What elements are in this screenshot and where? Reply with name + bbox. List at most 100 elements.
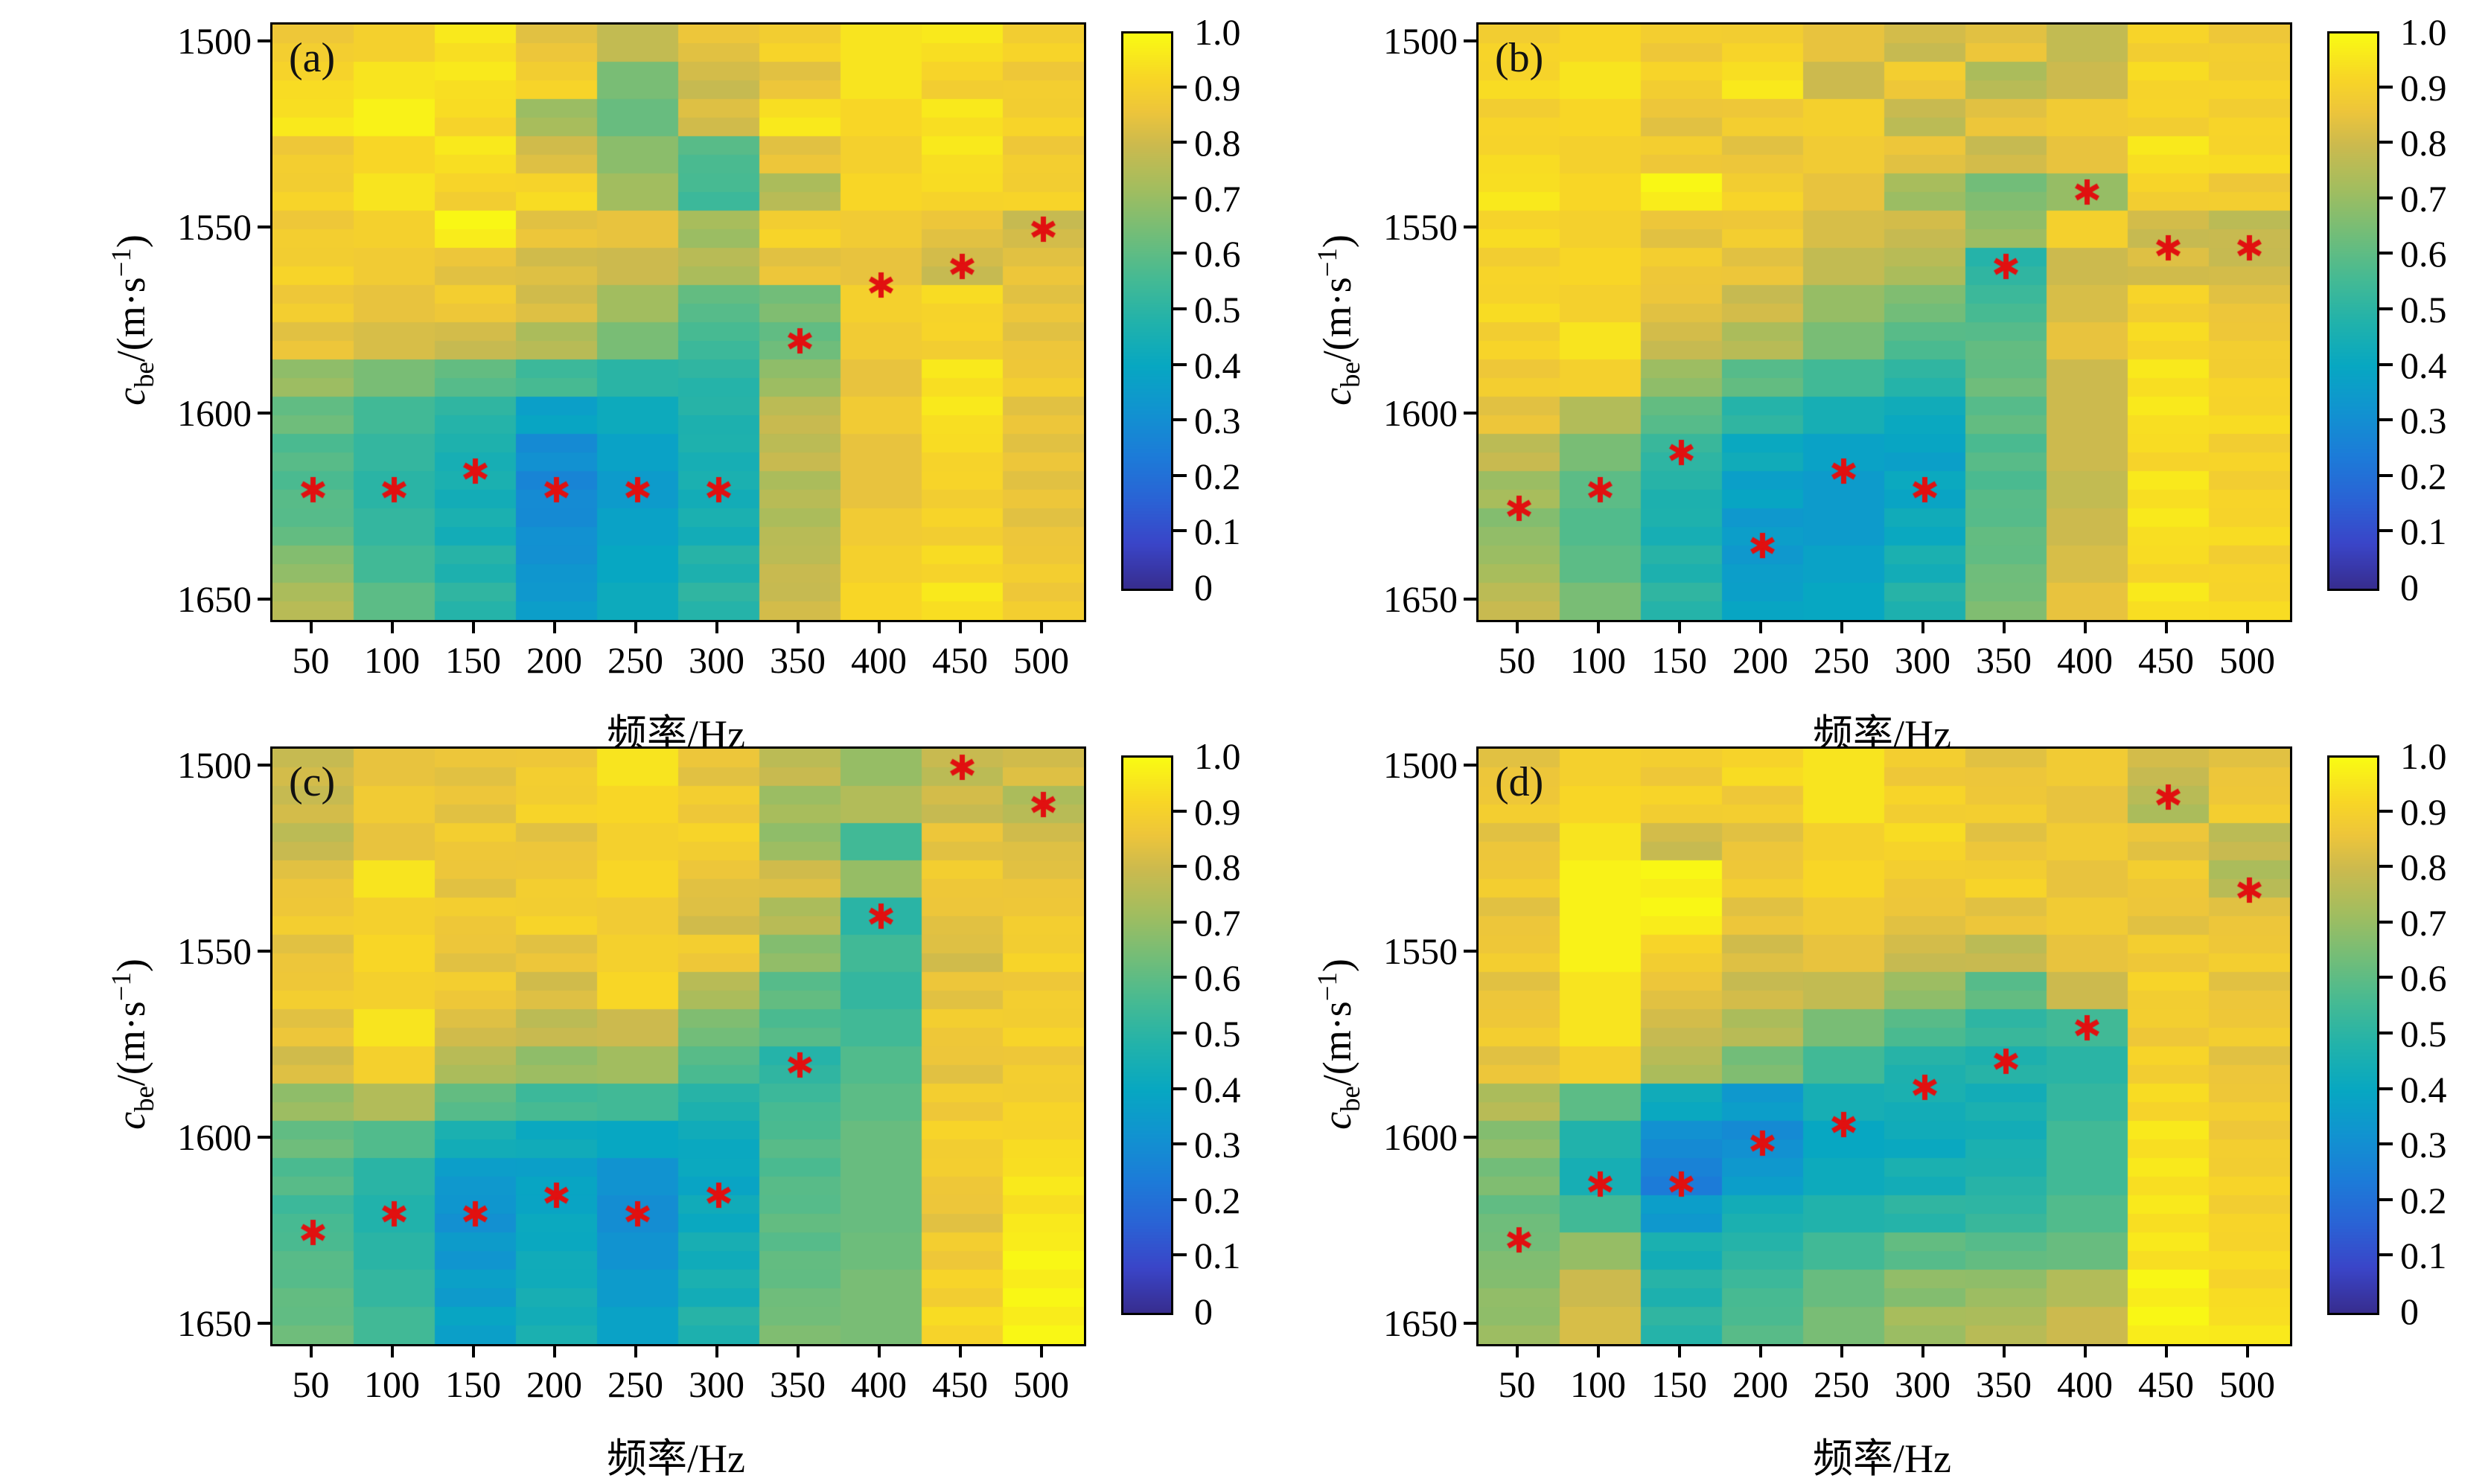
- y-label-exponent: −1: [106, 972, 137, 1002]
- x-tick-label: 400: [2057, 1363, 2113, 1405]
- x-tick-mark: [1921, 1345, 1924, 1357]
- colorbar-tick-mark: [1173, 1142, 1187, 1146]
- colorbar-tick-label: 1.0: [1194, 11, 1241, 53]
- colorbar-tick-mark: [1173, 1253, 1187, 1257]
- x-tick-mark: [2245, 1345, 2249, 1357]
- x-tick-mark: [552, 1345, 556, 1357]
- colorbar-tick-mark: [2379, 920, 2393, 924]
- x-tick-mark: [877, 1345, 881, 1357]
- x-tick-label: 150: [1651, 639, 1707, 681]
- x-tick-label: 500: [2219, 1363, 2275, 1405]
- y-tick-mark: [1464, 412, 1476, 415]
- colorbar-tick-label: 0.3: [1194, 400, 1241, 442]
- colorbar-d: [2327, 755, 2379, 1315]
- x-tick-label: 500: [1013, 1363, 1069, 1405]
- colorbar-tick-label: 0.8: [1194, 846, 1241, 889]
- x-tick-mark: [1039, 621, 1043, 633]
- x-tick-mark: [1039, 1345, 1043, 1357]
- x-tick-label: 350: [1976, 639, 2032, 681]
- colorbar-tick-mark: [2379, 307, 2393, 310]
- x-tick-label: 500: [2219, 639, 2275, 681]
- colorbar-tick-mark: [2379, 1253, 2393, 1257]
- y-tick-mark: [258, 598, 270, 601]
- heatmap-canvas-a: [270, 22, 1086, 622]
- y-tick-mark: [258, 950, 270, 953]
- colorbar-tick-label: 0.6: [2400, 233, 2447, 275]
- colorbar-tick-label: 0: [2400, 566, 2419, 608]
- panel-letter-c: (c): [289, 759, 336, 805]
- colorbar-tick-label: 0.9: [1194, 66, 1241, 109]
- colorbar-tick-label: 0.2: [2400, 455, 2447, 497]
- colorbar-tick-label: 0: [1194, 566, 1213, 608]
- colorbar-tick-label: 1.0: [2400, 11, 2447, 53]
- colorbar-tick-label: 0.5: [2400, 1013, 2447, 1055]
- heatmap-canvas-b: [1476, 22, 2292, 622]
- y-label-exponent: −1: [1312, 248, 1343, 278]
- colorbar-tick-label: 0.6: [1194, 233, 1241, 275]
- y-tick-label: 1650: [1383, 578, 1458, 620]
- colorbar-tick-mark: [1173, 307, 1187, 310]
- x-tick-label: 250: [1814, 639, 1869, 681]
- y-tick-mark: [258, 226, 270, 228]
- y-label-exponent: −1: [1312, 972, 1343, 1002]
- y-tick-mark: [258, 1136, 270, 1139]
- colorbar-tick-label: 0.2: [2400, 1179, 2447, 1221]
- y-label-subscript: be: [128, 1086, 159, 1112]
- y-tick-mark: [1464, 1136, 1476, 1139]
- colorbar-tick-label: 0.7: [2400, 177, 2447, 220]
- heatmap-canvas-c: [270, 746, 1086, 1346]
- colorbar-tick-mark: [1173, 418, 1187, 422]
- colorbar-tick-label: 0.7: [1194, 177, 1241, 220]
- x-tick-label: 100: [364, 1363, 420, 1405]
- y-tick-label: 1600: [177, 392, 252, 434]
- x-tick-mark: [309, 621, 313, 633]
- x-tick-label: 400: [851, 1363, 907, 1405]
- colorbar-tick-label: 0.8: [2400, 846, 2447, 889]
- x-tick-mark: [715, 621, 718, 633]
- colorbar-c: [1121, 755, 1173, 1315]
- x-tick-label: 400: [851, 639, 907, 681]
- x-tick-mark: [2002, 1345, 2006, 1357]
- colorbar-tick-mark: [2379, 976, 2393, 979]
- y-tick-label: 1500: [177, 744, 252, 786]
- colorbar-tick-mark: [2379, 1197, 2393, 1201]
- colorbar-tick-label: 0.4: [1194, 344, 1241, 386]
- colorbar-tick-label: 0.2: [1194, 1179, 1241, 1221]
- x-tick-label: 450: [932, 1363, 988, 1405]
- colorbar-tick-mark: [1173, 85, 1187, 89]
- colorbar-tick-label: 0.8: [1194, 122, 1241, 164]
- y-tick-mark: [258, 39, 270, 42]
- x-tick-label: 250: [607, 639, 663, 681]
- x-tick-mark: [552, 621, 556, 633]
- x-tick-label: 450: [2138, 1363, 2194, 1405]
- x-tick-mark: [2002, 621, 2006, 633]
- y-tick-mark: [1464, 950, 1476, 953]
- x-tick-mark: [2245, 621, 2249, 633]
- x-tick-mark: [471, 1345, 475, 1357]
- x-tick-label: 50: [292, 1363, 330, 1405]
- y-axis-label: cbe/(m·s−1): [106, 234, 159, 406]
- y-tick-mark: [1464, 39, 1476, 42]
- colorbar-tick-mark: [2379, 529, 2393, 533]
- colorbar-tick-mark: [2379, 865, 2393, 869]
- colorbar-tick-label: 0.4: [2400, 344, 2447, 386]
- colorbar-tick-label: 0.7: [1194, 901, 1241, 944]
- colorbar-tick-label: 0.5: [2400, 289, 2447, 330]
- colorbar-tick-mark: [1173, 196, 1187, 199]
- x-tick-mark: [2083, 1345, 2087, 1357]
- x-tick-mark: [1596, 1345, 1600, 1357]
- colorbar-tick-label: 0: [1194, 1290, 1213, 1332]
- colorbar-tick-label: 0.5: [1194, 289, 1241, 330]
- x-tick-mark: [958, 621, 962, 633]
- y-tick-mark: [1464, 598, 1476, 601]
- colorbar-tick-label: 0.9: [2400, 66, 2447, 109]
- colorbar-tick-mark: [1173, 252, 1187, 255]
- colorbar-tick-label: 0.6: [2400, 957, 2447, 1000]
- colorbar-tick-mark: [1173, 1197, 1187, 1201]
- colorbar-tick-label: 0.1: [2400, 511, 2447, 553]
- colorbar-tick-label: 0.8: [2400, 122, 2447, 164]
- y-label-exponent: −1: [106, 248, 137, 278]
- colorbar-tick-label: 0.7: [2400, 901, 2447, 944]
- colorbar-tick-label: 0.3: [1194, 1124, 1241, 1166]
- colorbar-tick-label: 0: [2400, 1290, 2419, 1332]
